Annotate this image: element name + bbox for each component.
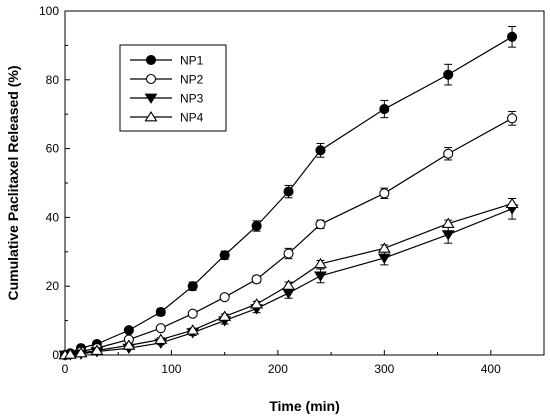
data-point-np1 xyxy=(155,306,166,318)
data-point-np1 xyxy=(507,31,518,42)
data-point-np2 xyxy=(187,308,198,319)
legend-label: NP1 xyxy=(180,54,204,68)
y-tick-label: 80 xyxy=(46,73,60,87)
x-tick-label: 400 xyxy=(481,362,501,376)
data-point-np2 xyxy=(283,248,294,259)
legend-marker xyxy=(145,54,157,66)
data-point-np3 xyxy=(441,230,455,241)
data-point-np4 xyxy=(218,310,232,321)
legend-box xyxy=(119,44,227,132)
series-layer xyxy=(58,25,519,361)
data-point-np4 xyxy=(63,348,77,359)
data-point-np2 xyxy=(251,274,262,285)
legend-label: NP3 xyxy=(180,92,204,106)
data-point-np1 xyxy=(123,325,134,336)
data-point-np1 xyxy=(315,145,326,156)
y-tick-label: 40 xyxy=(46,210,60,224)
data-point-np4 xyxy=(441,217,455,228)
data-point-np4 xyxy=(186,324,200,335)
data-point-np4 xyxy=(122,339,136,350)
data-point-np1 xyxy=(219,250,230,261)
data-point-np4 xyxy=(377,242,391,253)
series-np4 xyxy=(58,197,519,360)
x-tick-label: 100 xyxy=(161,362,181,376)
data-point-np2 xyxy=(379,188,390,199)
legend-label: NP2 xyxy=(180,73,204,87)
data-point-np4 xyxy=(313,257,327,269)
legend-marker xyxy=(144,93,158,104)
legend-item-np3: NP3 xyxy=(130,92,204,106)
data-point-np1 xyxy=(443,69,454,80)
legend-item-np1: NP1 xyxy=(130,54,204,68)
data-point-np1 xyxy=(283,186,294,197)
data-point-np3 xyxy=(377,253,391,264)
axes: 0 100 200 300 400 0 20 40 60 80 100 xyxy=(39,4,545,376)
x-axis-title: Time (min) xyxy=(269,398,340,414)
data-point-np1 xyxy=(251,220,262,232)
x-tick-label: 200 xyxy=(268,362,288,376)
data-point-np2 xyxy=(507,113,518,124)
data-point-np4 xyxy=(282,279,296,290)
x-tick-label: 0 xyxy=(62,362,69,376)
data-point-np2 xyxy=(443,148,454,159)
data-point-np4 xyxy=(90,344,104,355)
data-point-np1 xyxy=(187,281,198,292)
data-point-np3 xyxy=(282,288,295,299)
y-tick-label: 100 xyxy=(39,4,59,18)
y-tick-label: 60 xyxy=(46,142,60,156)
data-point-np2 xyxy=(155,323,166,334)
legend-item-np4: NP4 xyxy=(130,111,204,125)
x-tick-label: 300 xyxy=(374,362,394,376)
data-point-np3 xyxy=(314,271,327,282)
y-axis-title: Cumulative Paclitaxel Released (%) xyxy=(5,66,21,301)
legend: NP1 NP2 NP3 NP4 xyxy=(119,44,227,132)
legend-marker xyxy=(145,73,157,85)
data-point-np4 xyxy=(154,333,168,344)
data-point-np4 xyxy=(74,346,88,358)
legend-item-np2: NP2 xyxy=(130,73,204,87)
legend-label: NP4 xyxy=(180,111,204,125)
data-point-np2 xyxy=(219,292,230,303)
data-point-np1 xyxy=(379,103,390,115)
y-tick-label: 0 xyxy=(52,348,59,362)
y-tick-label: 20 xyxy=(46,279,60,293)
data-point-np2 xyxy=(315,219,326,230)
data-point-np4 xyxy=(250,298,264,309)
data-point-np4 xyxy=(505,197,519,209)
legend-marker xyxy=(144,111,158,122)
